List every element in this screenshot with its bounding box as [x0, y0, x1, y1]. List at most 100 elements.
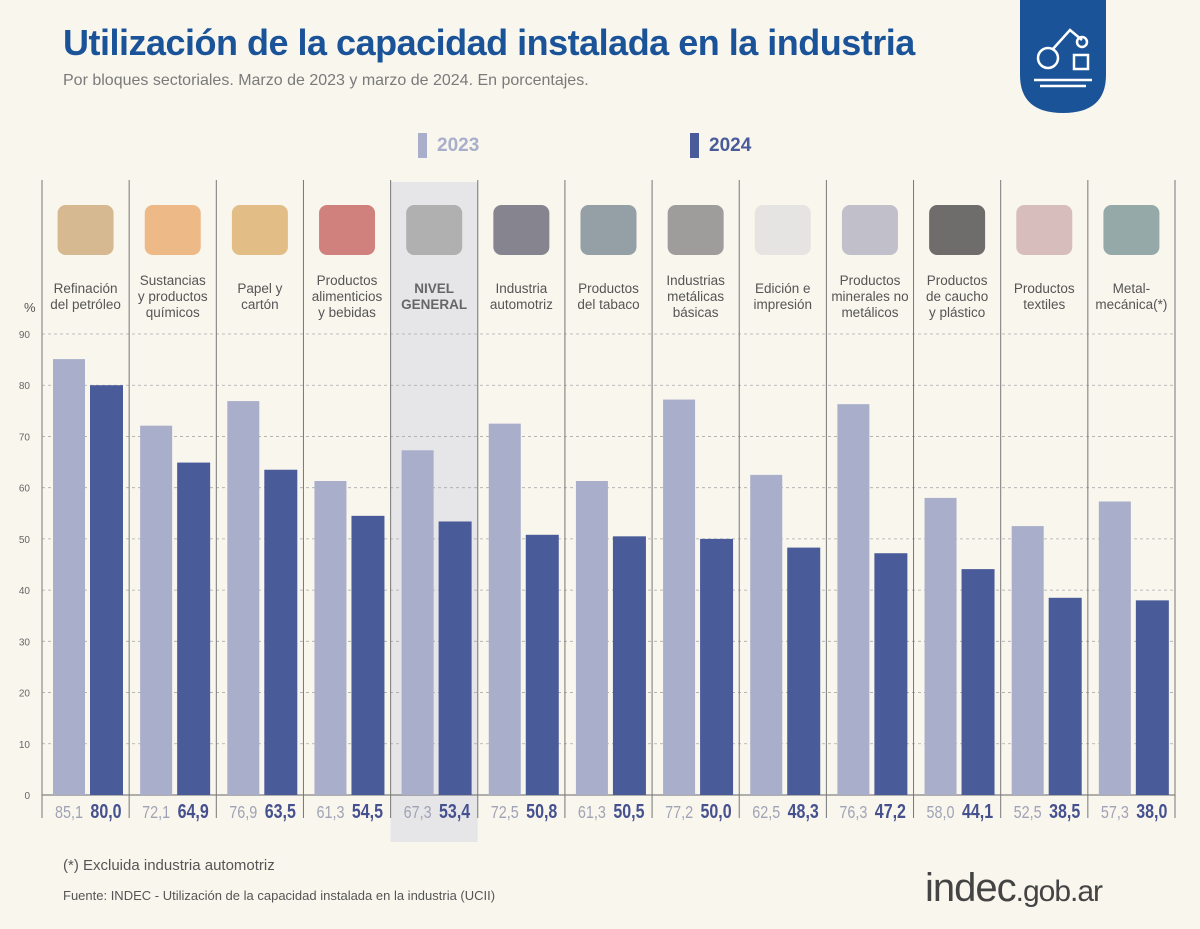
bar-2024	[90, 385, 123, 795]
bar-2024	[700, 538, 734, 795]
data-label-2023: 61,3	[578, 803, 606, 823]
category-icon-3	[319, 205, 376, 255]
category-label: textiles	[1023, 297, 1065, 312]
data-label-2024: 53,4	[439, 800, 470, 822]
category-icon-9	[841, 205, 898, 255]
data-label-2023: 58,0	[927, 803, 955, 823]
category-label: Productos	[578, 281, 639, 296]
data-label-2024: 63,5	[265, 800, 296, 822]
category-label: GENERAL	[401, 297, 467, 312]
data-label-2024: 44,1	[962, 800, 993, 822]
category-label: automotriz	[490, 297, 553, 312]
data-label-2024: 64,9	[178, 800, 209, 822]
bar-2023	[1011, 526, 1044, 795]
y-tick-label: 30	[19, 637, 31, 648]
bar-2024	[1135, 600, 1169, 795]
category-label: metálicas	[667, 289, 724, 304]
data-label-2023: 77,2	[665, 803, 693, 823]
data-label-2023: 62,5	[752, 803, 780, 823]
brand-main: indec	[925, 866, 1017, 910]
bar-2023	[837, 404, 870, 795]
page-title: Utilización de la capacidad instalada en…	[63, 22, 915, 63]
y-tick-label: 10	[19, 740, 31, 751]
bar-2023	[401, 450, 434, 795]
category-label: Edición e	[755, 281, 811, 296]
category-label: Sustancias	[140, 273, 206, 288]
indec-brand[interactable]: indec.gob.ar	[925, 866, 1103, 911]
category-icon-7	[667, 205, 724, 255]
bar-2024	[961, 569, 995, 795]
category-label: Productos	[1014, 281, 1075, 296]
y-tick-label: 20	[19, 689, 31, 700]
bar-2024	[525, 534, 559, 795]
legend-label-2023: 2023	[437, 134, 480, 156]
data-label-2023: 57,3	[1101, 803, 1129, 823]
category-icon-10	[929, 205, 986, 255]
category-label: y plástico	[929, 305, 985, 320]
category-label: minerales no	[831, 289, 908, 304]
category-label: Productos	[317, 273, 378, 288]
bar-2023	[140, 425, 173, 795]
data-label-2024: 38,5	[1049, 800, 1080, 822]
category-icon-11	[1016, 205, 1073, 255]
category-label: cartón	[241, 297, 279, 312]
data-label-2023: 72,1	[142, 803, 170, 823]
category-label: mecánica(*)	[1095, 297, 1167, 312]
bar-2024	[787, 547, 821, 795]
data-label-2024: 50,8	[526, 800, 557, 822]
category-icon-5	[493, 205, 550, 255]
bar-2024	[1048, 597, 1082, 795]
legend-swatch-2023	[418, 133, 427, 158]
bar-2023	[663, 399, 696, 795]
y-tick-label: 40	[19, 586, 31, 597]
category-icon-12	[1103, 205, 1160, 255]
y-tick-label: 50	[19, 535, 31, 546]
industry-robot-logo-icon	[1020, 0, 1106, 113]
category-label: impresión	[754, 297, 813, 312]
bar-2023	[488, 423, 521, 795]
bar-2024	[264, 469, 298, 795]
data-label-2024: 54,5	[352, 800, 383, 822]
category-icon-8	[754, 205, 811, 255]
bar-2024	[612, 536, 646, 795]
y-tick-label: 60	[19, 484, 31, 495]
legend-label-2024: 2024	[709, 134, 752, 156]
category-label: Productos	[840, 273, 901, 288]
legend-2023: 2023	[418, 133, 479, 158]
bar-2023	[314, 481, 347, 795]
y-tick-label: 0	[24, 791, 30, 802]
data-label-2024: 50,0	[701, 800, 732, 822]
category-label: Papel y	[237, 281, 282, 296]
footnote: (*) Excluida industria automotriz	[63, 857, 275, 874]
bar-2024	[438, 521, 472, 795]
bar-2024	[351, 515, 385, 795]
y-axis-label: %	[24, 300, 36, 315]
bar-2024	[874, 553, 908, 795]
category-label: Productos	[927, 273, 988, 288]
source-note: Fuente: INDEC - Utilización de la capaci…	[63, 888, 496, 903]
category-label: de caucho	[926, 289, 988, 304]
data-label-2023: 67,3	[404, 803, 432, 823]
category-label: del petróleo	[50, 297, 121, 312]
bar-2023	[227, 401, 260, 795]
category-icon-0	[57, 205, 114, 255]
data-label-2024: 48,3	[788, 800, 819, 822]
category-label: y productos	[138, 289, 208, 304]
bar-2023	[1098, 501, 1131, 795]
category-icon-4	[406, 205, 463, 255]
data-label-2023: 76,9	[229, 803, 257, 823]
y-tick-label: 90	[19, 330, 31, 341]
legend-2024: 2024	[690, 133, 751, 158]
category-label: Industria	[495, 281, 547, 296]
bar-2023	[53, 359, 85, 795]
category-icon-2	[231, 205, 288, 255]
category-label: alimenticios	[312, 289, 383, 304]
bar-2023	[575, 481, 608, 795]
category-label: del tabaco	[577, 297, 639, 312]
y-tick-label: 80	[19, 381, 31, 392]
data-label-2023: 85,1	[55, 803, 83, 823]
category-label: y bebidas	[318, 305, 376, 320]
data-label-2023: 76,3	[839, 803, 867, 823]
